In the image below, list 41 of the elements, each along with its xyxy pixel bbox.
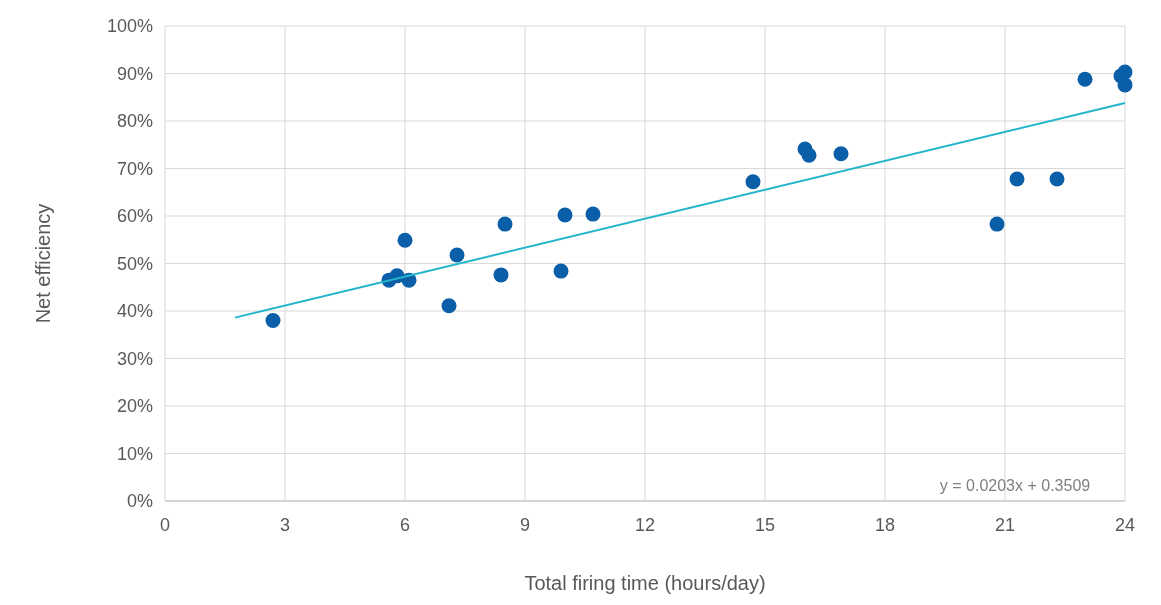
point bbox=[1117, 64, 1133, 80]
x-tick-label: 6 bbox=[399, 515, 411, 535]
point bbox=[1117, 77, 1133, 93]
point bbox=[1009, 171, 1025, 187]
x-axis-title: Total firing time (hours/day) bbox=[524, 572, 766, 594]
x-tick-label: 18 bbox=[874, 515, 896, 535]
point bbox=[449, 247, 465, 263]
point bbox=[397, 232, 413, 248]
point bbox=[553, 263, 569, 279]
x-tick-label: 21 bbox=[994, 515, 1016, 535]
point bbox=[1049, 171, 1065, 187]
y-tick-label: 90% bbox=[116, 63, 153, 84]
point bbox=[833, 146, 849, 162]
y-tick-label: 50% bbox=[116, 253, 153, 274]
point bbox=[585, 206, 601, 222]
x-tick-label: 12 bbox=[634, 515, 656, 535]
y-tick-label: 80% bbox=[116, 111, 153, 132]
point bbox=[557, 207, 573, 223]
x-tick-label: 3 bbox=[279, 515, 291, 535]
y-tick-label: 0% bbox=[126, 491, 153, 512]
point bbox=[441, 298, 457, 314]
y-tick-label: 20% bbox=[116, 396, 153, 417]
y-tick-label: 30% bbox=[116, 348, 153, 369]
point bbox=[497, 216, 513, 232]
y-tick-label: 60% bbox=[116, 206, 153, 227]
point bbox=[745, 174, 761, 190]
y-tick-label: 100% bbox=[106, 16, 153, 37]
point bbox=[989, 216, 1005, 232]
y-tick-label: 40% bbox=[116, 301, 153, 322]
point bbox=[265, 313, 281, 328]
y-tick-label: 10% bbox=[116, 443, 153, 464]
x-tick-label: 24 bbox=[1114, 515, 1136, 535]
annotation: y = 0.0203x + 0.3509 bbox=[939, 477, 1091, 494]
x-tick-label: 9 bbox=[519, 515, 531, 535]
point bbox=[1077, 71, 1093, 87]
x-tick-label: 15 bbox=[754, 515, 776, 535]
y-tick-label: 70% bbox=[116, 158, 153, 179]
point bbox=[493, 267, 509, 283]
y-axis-title: Net efficiency bbox=[32, 203, 54, 324]
x-tick-label: 0 bbox=[159, 515, 171, 535]
point bbox=[801, 147, 817, 163]
